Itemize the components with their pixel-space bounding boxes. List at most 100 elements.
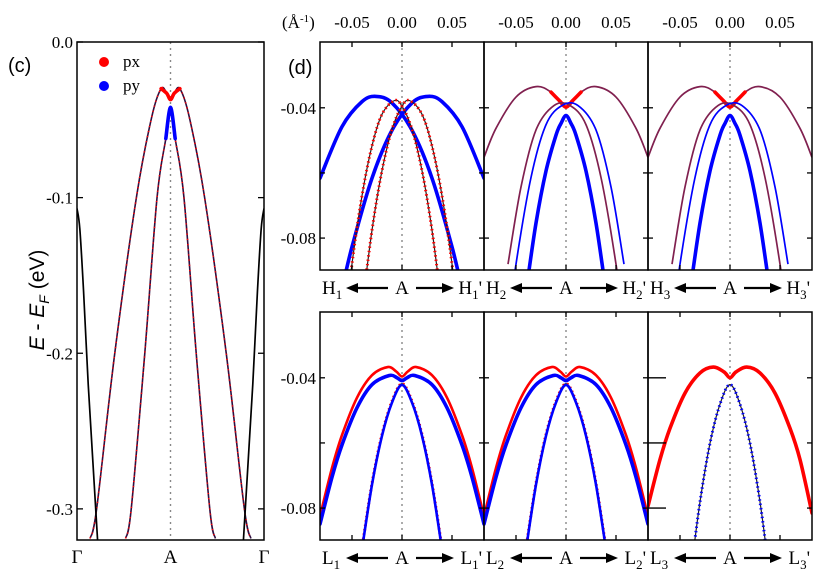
band-line-3 <box>507 101 618 270</box>
path-prime: ' <box>479 548 482 569</box>
arrow-left-head-icon <box>674 553 686 563</box>
k-unit-exponent: -1 <box>300 13 309 25</box>
path-prime: ' <box>807 278 810 299</box>
y-tick-label: -0.2 <box>46 344 73 363</box>
path-prime: ' <box>807 548 810 569</box>
bands-L2 <box>484 365 648 540</box>
arrow-right-head-icon <box>442 553 454 563</box>
band-line-4 <box>159 86 182 102</box>
band-line-2 <box>124 106 217 539</box>
path-subscript: 1 <box>472 287 479 302</box>
panel-c-frame <box>76 41 265 541</box>
band-line-4 <box>526 383 606 540</box>
path-subscript: 2 <box>636 557 643 572</box>
y-axis-label-part: F <box>36 294 52 304</box>
path-subscript: 2 <box>498 557 505 572</box>
band-line-5 <box>77 208 99 540</box>
k-unit-text: (Å <box>282 13 301 32</box>
path-letter: L <box>788 548 800 569</box>
path-letter: L <box>650 548 662 569</box>
band-line-1 <box>484 365 648 517</box>
path-prime: ' <box>643 548 646 569</box>
x-tick-label: 0.00 <box>387 13 417 32</box>
x-tick-label: -0.05 <box>498 13 533 32</box>
path-subscript: 3 <box>662 557 669 572</box>
path-subscript: 1 <box>334 557 341 572</box>
band-line-2-markers <box>124 106 217 539</box>
path-label-right: H3' <box>786 278 810 302</box>
x-tick-label: 0.05 <box>765 13 795 32</box>
y-axis-label-part: (eV) <box>26 250 49 296</box>
path-letter: H <box>322 278 336 299</box>
path-letter: L <box>624 548 636 569</box>
arrow-right-head-icon <box>770 283 782 293</box>
x-tick-label: 0.00 <box>715 13 745 32</box>
path-letter: H <box>458 278 472 299</box>
band-line-4 <box>362 383 442 540</box>
band-line-6 <box>242 208 264 540</box>
x-tick-label: -0.05 <box>334 13 369 32</box>
path-prime: ' <box>479 278 482 299</box>
legend-marker-py <box>99 81 109 91</box>
bands-L1 <box>320 365 484 540</box>
arrow-left-head-icon <box>346 553 358 563</box>
path-label-center: A <box>559 548 573 569</box>
y-axis-label: E - EF (eV) <box>26 250 52 351</box>
path-subscript: 3 <box>800 287 807 302</box>
x-tick-label: Γ <box>72 547 83 568</box>
band-line-4 <box>678 101 789 270</box>
arrow-right-head-icon <box>442 283 454 293</box>
path-label-right: L1' <box>460 548 482 572</box>
arrow-left-head-icon <box>346 283 358 293</box>
band-line-5 <box>691 113 769 270</box>
y-tick-label: -0.08 <box>281 499 316 518</box>
path-subscript: 2 <box>500 287 507 302</box>
k-unit-close: ) <box>309 13 315 32</box>
path-label-left: L3 <box>650 548 668 572</box>
x-tick-label: 0.05 <box>601 13 631 32</box>
path-subscript: 2 <box>636 287 643 302</box>
bands-L3 <box>648 365 812 540</box>
y-tick-label: -0.3 <box>46 500 73 519</box>
path-subscript: 1 <box>336 287 343 302</box>
path-label-center: A <box>723 278 737 299</box>
y-tick-label: -0.04 <box>281 369 317 388</box>
x-tick-label: -0.05 <box>662 13 697 32</box>
path-letter: L <box>486 548 498 569</box>
arrow-right-head-icon <box>606 553 618 563</box>
bands-H3 <box>648 85 812 270</box>
path-label-right: L3' <box>788 548 810 572</box>
band-line-3 <box>350 99 438 270</box>
band-line-2-markers <box>693 383 767 540</box>
arrow-left-head-icon <box>674 283 686 293</box>
legend-label: px <box>123 52 141 71</box>
panel-c-label: (c) <box>8 55 31 77</box>
path-subscript: 3 <box>664 287 671 302</box>
path-subscript: 3 <box>800 557 807 572</box>
path-label-center: A <box>723 548 737 569</box>
path-label-center: A <box>559 278 573 299</box>
legend-label: py <box>123 76 141 95</box>
band-line-2 <box>713 90 747 109</box>
y-tick-label: -0.04 <box>281 99 317 118</box>
bands-H2 <box>484 85 648 270</box>
path-label-left: H2 <box>486 278 506 302</box>
band-line-1 <box>320 365 484 517</box>
path-label-center: A <box>395 278 409 299</box>
path-label-left: L1 <box>322 548 340 572</box>
band-line-1 <box>648 365 812 515</box>
y-tick-label: 0.0 <box>52 33 73 52</box>
panel-d-label: (d) <box>288 57 312 79</box>
path-letter: H <box>786 278 800 299</box>
path-letter: H <box>650 278 664 299</box>
path-letter: L <box>460 548 472 569</box>
path-letter: H <box>486 278 500 299</box>
x-tick-label: A <box>164 547 178 568</box>
x-tick-label: 0.05 <box>437 13 467 32</box>
bands-c <box>77 86 264 540</box>
path-prime: ' <box>643 278 646 299</box>
legend-marker-px <box>99 57 109 67</box>
path-letter: H <box>622 278 636 299</box>
